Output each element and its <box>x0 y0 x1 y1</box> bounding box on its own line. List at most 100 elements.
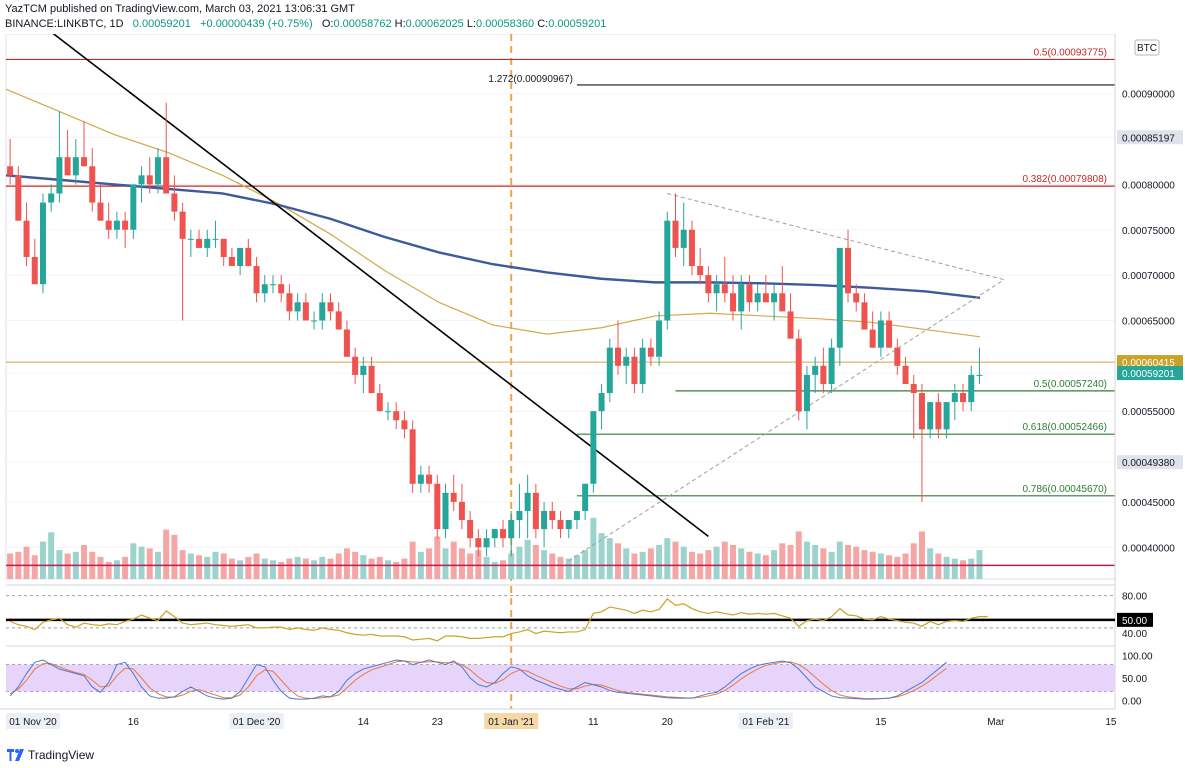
volume-bar <box>467 553 474 579</box>
close-value: 0.00059201 <box>548 18 607 30</box>
triangle-lower-line <box>568 279 1005 562</box>
candle-body <box>795 338 802 412</box>
candle-body <box>335 311 342 330</box>
x-tick-label: 15 <box>875 717 887 728</box>
candle-body <box>105 220 112 230</box>
stoch-tick-label: 100.00 <box>1122 652 1153 663</box>
volume-bar <box>845 545 852 579</box>
candle-body <box>97 202 104 221</box>
volume-bar <box>311 560 318 579</box>
volume-bar <box>458 548 465 579</box>
candle-body <box>294 302 301 312</box>
candle-body <box>376 393 383 412</box>
symbol-ohlc-line: BINANCE:LINKBTC, 1D 0.00059201 +0.000004… <box>5 18 606 30</box>
fib-level-label: 0.786(0.00045670) <box>1022 484 1107 495</box>
candle-body <box>812 365 819 375</box>
volume-bar <box>606 538 613 579</box>
y-tick-label: 0.00045000 <box>1122 498 1175 509</box>
volume-bar <box>762 555 769 579</box>
candle-body <box>81 157 88 167</box>
candle-body <box>450 492 457 502</box>
fib-level-label: 0.382(0.00079808) <box>1022 174 1107 185</box>
candle-body <box>688 229 695 267</box>
volume-bar <box>196 555 203 579</box>
rsi-tick-label: 80.00 <box>1122 592 1147 603</box>
candle-body <box>918 393 925 430</box>
brand-name: TradingView <box>28 748 95 762</box>
volume-bar <box>820 548 827 579</box>
candle-body <box>23 220 30 257</box>
candle-body <box>212 238 219 240</box>
ma-100-line <box>5 88 981 338</box>
currency-label: BTC <box>1137 43 1157 54</box>
volume-bar <box>409 541 416 579</box>
candle-body <box>384 411 391 413</box>
volume-bar <box>557 556 564 579</box>
volume-bar <box>105 562 112 579</box>
candle-body <box>48 193 55 203</box>
candle-body <box>845 247 852 294</box>
candle-body <box>779 293 786 312</box>
volume-bar <box>902 553 909 579</box>
volume-bar <box>779 543 786 579</box>
x-tick-label: 15 <box>1105 717 1117 728</box>
candle-body <box>122 220 129 230</box>
candle-body <box>278 284 285 294</box>
candle-body <box>89 166 96 203</box>
stoch-band-fill <box>6 664 1115 692</box>
volume-bar <box>787 545 794 579</box>
candle-body <box>409 429 416 484</box>
y-tick-label: 0.00075000 <box>1122 226 1175 237</box>
candle-body <box>442 492 449 530</box>
candle-body <box>360 365 367 375</box>
candle-body <box>861 302 868 330</box>
candle-body <box>31 256 38 285</box>
candle-body <box>72 157 79 176</box>
volume-bar <box>48 532 55 579</box>
volume-bar <box>81 545 88 579</box>
y-tick-label: 0.00055000 <box>1122 407 1175 418</box>
volume-bar <box>245 556 252 579</box>
open-label: O: <box>321 18 334 30</box>
close-label: C: <box>537 18 549 30</box>
volume-bar <box>384 560 391 579</box>
candle-body <box>976 374 983 376</box>
candle-body <box>836 247 843 348</box>
publish-info: YazTCM published on TradingView.com, Mar… <box>5 3 355 15</box>
volume-bar <box>130 543 137 579</box>
candle-body <box>762 293 769 303</box>
tradingview-logo-icon <box>7 749 24 761</box>
candle-body <box>237 247 244 267</box>
price-panel <box>5 34 1116 580</box>
candle-body <box>524 492 531 511</box>
volume-bar <box>943 556 950 579</box>
volume-bar <box>491 562 498 579</box>
volume-bar <box>97 556 104 579</box>
volume-bar <box>286 558 293 579</box>
price-change: +0.00000439 (+0.75%) <box>200 18 313 30</box>
volume-bar <box>910 543 917 579</box>
price-chart[interactable]: 0.5(0.00093775) 1.272(0.00090967) 0.382(0.… <box>0 34 1185 742</box>
volume-bar <box>163 529 170 579</box>
candle-body <box>467 520 474 539</box>
fib-level-label: 0.618(0.00052466) <box>1022 422 1107 433</box>
volume-bar <box>565 558 572 579</box>
volume-bar <box>976 550 983 579</box>
volume-bar <box>23 546 30 579</box>
volume-bar <box>360 555 367 579</box>
volume-bar <box>146 548 153 579</box>
candle-body <box>204 238 211 248</box>
candle-body <box>803 374 810 412</box>
candle-body <box>319 302 326 321</box>
volume-bar <box>886 555 893 579</box>
candle-body <box>960 393 967 403</box>
candle-body <box>746 284 753 303</box>
volume-bar <box>894 556 901 579</box>
candle-body <box>705 275 712 294</box>
candle-body <box>508 520 515 539</box>
candle-body <box>269 284 276 286</box>
candle-body <box>417 474 424 484</box>
candle-body <box>869 329 876 348</box>
volume-bar <box>573 555 580 579</box>
candle-body <box>877 320 884 348</box>
